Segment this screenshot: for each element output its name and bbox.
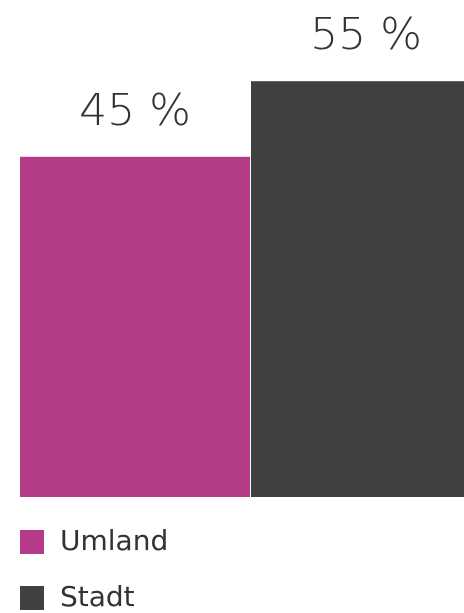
legend-label: Stadt (60, 580, 135, 613)
legend-swatch (20, 586, 44, 610)
value-label: 45 % (79, 85, 191, 136)
legend-label: Umland (60, 524, 168, 557)
bar (20, 156, 250, 498)
value-label: 55 % (310, 9, 422, 60)
bar (251, 81, 464, 497)
legend-swatch (20, 530, 44, 554)
